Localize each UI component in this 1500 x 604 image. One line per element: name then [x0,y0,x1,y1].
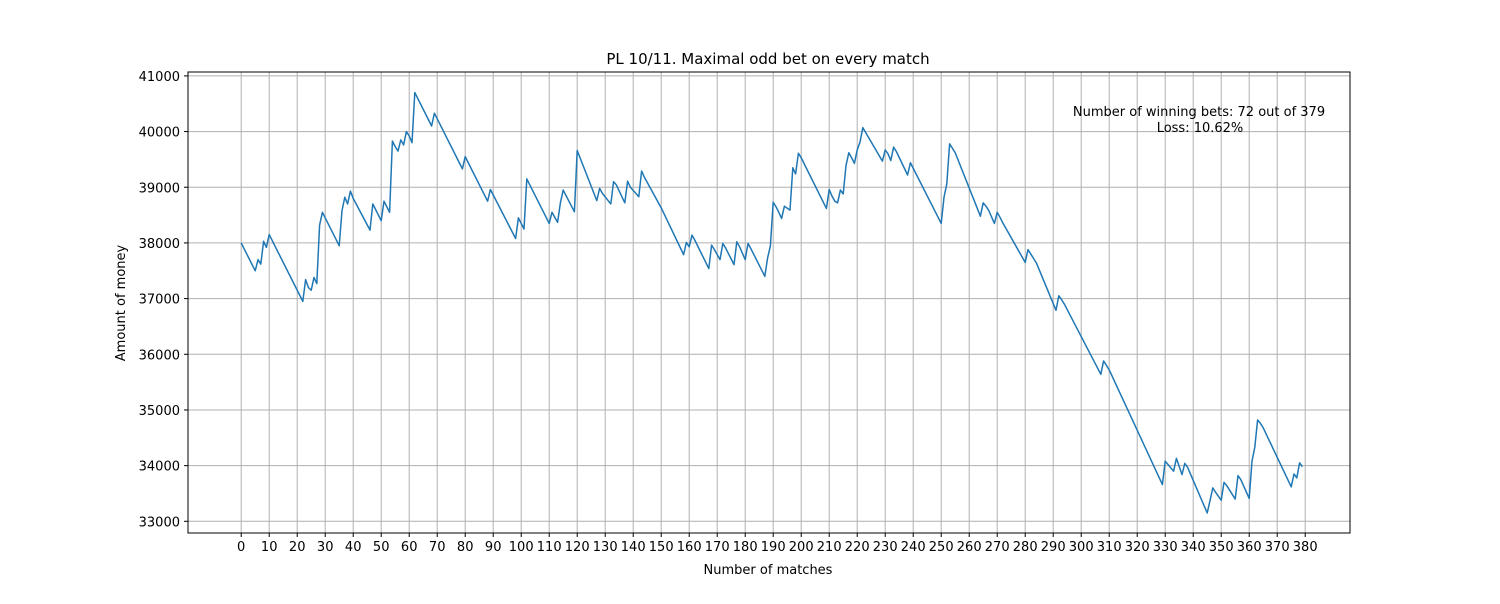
x-tick-label: 380 [1293,540,1318,555]
x-tick-label: 190 [761,540,786,555]
x-tick-label: 140 [621,540,646,555]
x-tick-label: 80 [457,540,474,555]
y-axis: 33000 34000 35000 36000 37000 38000 39000 40000… [139,70,188,530]
x-tick-label: 160 [677,540,702,555]
x-axis: 0 10 20 30 40 50 60 70 80 90 100 110 120 130 140 150 160… [237,533,1318,555]
x-tick-label: 210 [817,540,842,555]
x-tick-label: 30 [317,540,334,555]
x-tick-label: 130 [593,540,618,555]
plot-frame [187,71,1351,534]
y-tick-label: 39000 [139,181,180,196]
x-tick-label: 180 [733,540,758,555]
x-tick-label: 200 [789,540,814,555]
annotation-loss: Loss: 10.62% [1157,121,1244,136]
x-tick-label: 50 [373,540,390,555]
series-line [240,91,1304,514]
x-tick-label: 280 [1013,540,1038,555]
y-tick-label: 38000 [139,237,180,252]
x-tick-label: 370 [1265,540,1290,555]
x-tick-label: 220 [845,540,870,555]
x-tick-label: 230 [873,540,898,555]
x-tick-label: 350 [1209,540,1234,555]
x-tick-label: 120 [565,540,590,555]
y-tick-label: 33000 [139,515,180,530]
x-tick-label: 70 [429,540,446,555]
x-tick-label: 0 [237,540,245,555]
y-tick-label: 36000 [139,348,180,363]
x-tick-label: 170 [705,540,730,555]
x-tick-label: 260 [957,540,982,555]
series-layer [240,91,1304,514]
x-tick-label: 240 [901,540,926,555]
x-tick-label: 290 [1041,540,1066,555]
x-axis-label: Number of matches [704,563,833,578]
chart-title: PL 10/11. Maximal odd bet on every match [606,50,929,68]
x-tick-label: 40 [345,540,362,555]
x-tick-label: 100 [509,540,534,555]
y-tick-label: 37000 [139,293,180,308]
x-tick-label: 320 [1125,540,1150,555]
x-tick-label: 250 [929,540,954,555]
x-tick-label: 20 [289,540,306,555]
y-tick-label: 41000 [139,70,180,85]
x-tick-label: 340 [1181,540,1206,555]
x-tick-label: 60 [401,540,418,555]
annotation-winning-bets: Number of winning bets: 72 out of 379 [1073,105,1325,120]
x-tick-label: 330 [1153,540,1178,555]
y-tick-label: 35000 [139,404,180,419]
x-tick-label: 150 [649,540,674,555]
y-tick-label: 40000 [139,126,180,141]
x-tick-label: 360 [1237,540,1262,555]
x-tick-label: 270 [985,540,1010,555]
x-tick-label: 90 [485,540,502,555]
x-tick-label: 110 [537,540,562,555]
x-tick-label: 300 [1069,540,1094,555]
y-tick-label: 34000 [139,460,180,475]
x-tick-label: 10 [261,540,278,555]
x-tick-label: 310 [1097,540,1122,555]
y-axis-label: Amount of money [114,244,129,361]
